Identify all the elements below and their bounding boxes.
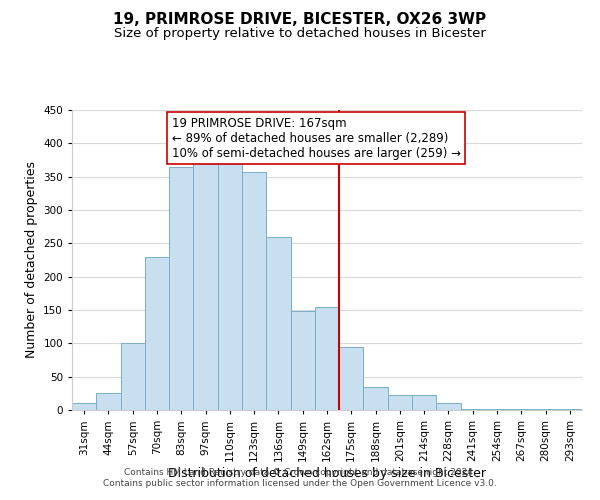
Text: 19, PRIMROSE DRIVE, BICESTER, OX26 3WP: 19, PRIMROSE DRIVE, BICESTER, OX26 3WP bbox=[113, 12, 487, 28]
Bar bbox=[388, 396, 412, 410]
Bar bbox=[461, 408, 485, 410]
Bar bbox=[436, 404, 461, 410]
Text: Contains HM Land Registry data © Crown copyright and database right 2024.
Contai: Contains HM Land Registry data © Crown c… bbox=[103, 468, 497, 487]
Bar bbox=[339, 346, 364, 410]
Bar bbox=[315, 306, 339, 410]
Bar bbox=[169, 166, 193, 410]
Bar bbox=[218, 162, 242, 410]
Bar bbox=[72, 404, 96, 410]
Bar bbox=[193, 162, 218, 410]
Text: 19 PRIMROSE DRIVE: 167sqm
← 89% of detached houses are smaller (2,289)
10% of se: 19 PRIMROSE DRIVE: 167sqm ← 89% of detac… bbox=[172, 116, 461, 160]
Bar bbox=[412, 396, 436, 410]
Bar bbox=[364, 386, 388, 410]
Bar bbox=[121, 344, 145, 410]
Y-axis label: Number of detached properties: Number of detached properties bbox=[25, 162, 38, 358]
Bar bbox=[266, 236, 290, 410]
Bar bbox=[96, 394, 121, 410]
Bar bbox=[242, 172, 266, 410]
Bar bbox=[509, 408, 533, 410]
Bar bbox=[145, 256, 169, 410]
Bar bbox=[485, 408, 509, 410]
Text: Size of property relative to detached houses in Bicester: Size of property relative to detached ho… bbox=[114, 28, 486, 40]
Bar bbox=[558, 408, 582, 410]
X-axis label: Distribution of detached houses by size in Bicester: Distribution of detached houses by size … bbox=[168, 466, 486, 479]
Bar bbox=[290, 312, 315, 410]
